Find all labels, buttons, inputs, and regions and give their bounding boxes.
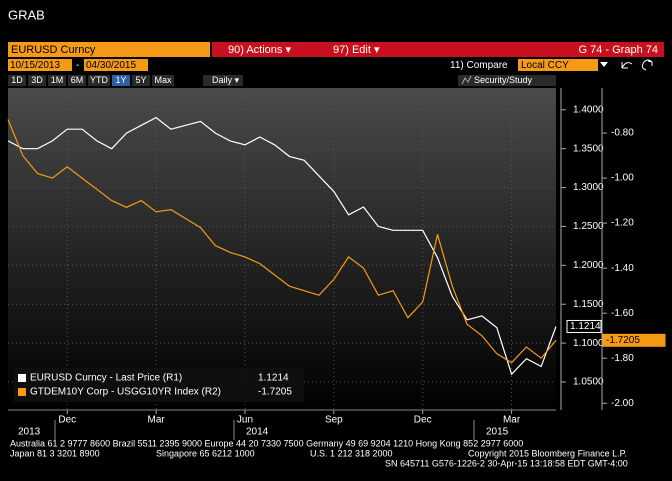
y2-tick-label: -2.00 [611, 398, 634, 409]
last-value-label: -1.7205 [606, 335, 640, 346]
footer-text: U.S. 1 212 318 2000 [310, 448, 393, 458]
range-button[interactable] [88, 75, 110, 86]
frequency-text: Daily ▾ [212, 75, 240, 85]
window-title: GRAB [8, 7, 45, 22]
range-label: YTD [90, 75, 109, 85]
legend-label: EURUSD Curncy - Last Price (R1) [30, 373, 182, 384]
y-tick-label: 1.1500 [573, 299, 604, 310]
series-line [7, 116, 557, 376]
x-tick-label: Dec [58, 415, 76, 426]
range-label: 1M [51, 75, 64, 85]
actions-menu[interactable]: 90) Actions ▾ [228, 44, 291, 56]
range-button[interactable] [68, 75, 86, 86]
compare-button[interactable]: 11) Compare [450, 60, 508, 71]
range-buttons: 1D 3D 1M 6M YTD 1Y 5Y Max [8, 75, 174, 86]
x-tick-label: Jun [237, 415, 253, 426]
study-text: Security/Study [474, 75, 533, 85]
legend [14, 368, 304, 402]
y-tick-label: 1.0500 [573, 377, 604, 388]
study-button[interactable] [458, 75, 556, 86]
undo-icon[interactable] [621, 62, 633, 69]
range-label: 3D [31, 75, 43, 85]
range-button[interactable] [28, 75, 46, 86]
end-date-field[interactable] [84, 59, 148, 71]
year-label: 2015 [486, 427, 509, 438]
range-button[interactable] [48, 75, 66, 86]
x-tick-label: Dec [414, 415, 432, 426]
footer-text: SN 645711 G576-1226-2 30-Apr-15 13:18:58… [385, 458, 628, 468]
year-label: 2014 [246, 427, 269, 438]
start-date: 10/15/2013 [10, 60, 60, 71]
range-button[interactable] [132, 75, 150, 86]
y-tick-label: 1.3000 [573, 182, 604, 193]
end-date: 04/30/2015 [86, 60, 136, 71]
last-value-tag [602, 333, 666, 347]
menu-bar [212, 42, 664, 57]
legend-value: -1.7205 [258, 387, 292, 398]
footer-text: Australia 61 2 9777 8600 Brazil 5511 239… [10, 438, 523, 448]
y2-tick-label: -1.40 [611, 263, 634, 274]
range-button[interactable] [8, 75, 26, 86]
chart: 1.0500 1.1000 1.1500 1.2000 1.2500 1.3000 1.35… [7, 88, 666, 426]
study-icon [461, 75, 472, 85]
dropdown-icon[interactable] [600, 62, 608, 67]
range-label: Max [154, 75, 172, 85]
y-tick-label: 1.2500 [573, 221, 604, 232]
legend-swatch [18, 388, 26, 396]
range-label: 1Y [115, 75, 126, 85]
footer-text: Japan 81 3 3201 8900 [10, 448, 100, 458]
x-tick-label: Mar [503, 415, 521, 426]
range-label: 6M [71, 75, 84, 85]
y-tick-label: 1.4000 [573, 104, 604, 115]
range-button[interactable] [112, 75, 130, 86]
last-value-tag [566, 319, 602, 333]
y-tick-label: 1.2000 [573, 260, 604, 271]
series-line [7, 119, 557, 364]
refresh-icon[interactable] [641, 59, 653, 71]
y2-tick-label: -0.80 [611, 128, 634, 139]
currency-field[interactable] [518, 59, 598, 71]
footer-text: Singapore 65 6212 1000 [156, 448, 255, 458]
date-separator: - [76, 60, 79, 71]
year-label: 2013 [18, 427, 41, 438]
range-label: 1D [11, 75, 23, 85]
frequency-button[interactable] [203, 75, 243, 86]
range-button[interactable] [152, 75, 174, 86]
y-tick-label: 1.1000 [573, 338, 604, 349]
currency-text: Local CCY [521, 60, 569, 71]
y-tick-label: 1.3500 [573, 143, 604, 154]
y2-tick-label: -1.20 [611, 218, 634, 229]
edit-menu[interactable]: 97) Edit ▾ [333, 44, 380, 56]
legend-label: GTDEM10Y Corp - USGG10YR Index (R2) [30, 387, 221, 398]
legend-value: 1.1214 [258, 373, 289, 384]
graph-id: G 74 - Graph 74 [579, 44, 659, 56]
y2-tick-label: -1.80 [611, 353, 634, 364]
legend-items: EURUSD Curncy - Last Price (R1) 1.1214 GTD… [18, 373, 292, 398]
security-field[interactable] [8, 42, 210, 57]
last-value-label: 1.1214 [570, 321, 601, 332]
range-label: 5Y [135, 75, 146, 85]
x-tick-label: Sep [325, 415, 343, 426]
x-tick-label: Mar [147, 415, 165, 426]
y2-tick-label: -1.00 [611, 173, 634, 184]
footer-text: Copyright 2015 Bloomberg Finance L.P. [468, 448, 627, 458]
y2-tick-label: -1.60 [611, 308, 634, 319]
start-date-field[interactable] [8, 59, 72, 71]
security-text: EURUSD Curncy [11, 44, 96, 56]
legend-swatch [18, 374, 26, 382]
